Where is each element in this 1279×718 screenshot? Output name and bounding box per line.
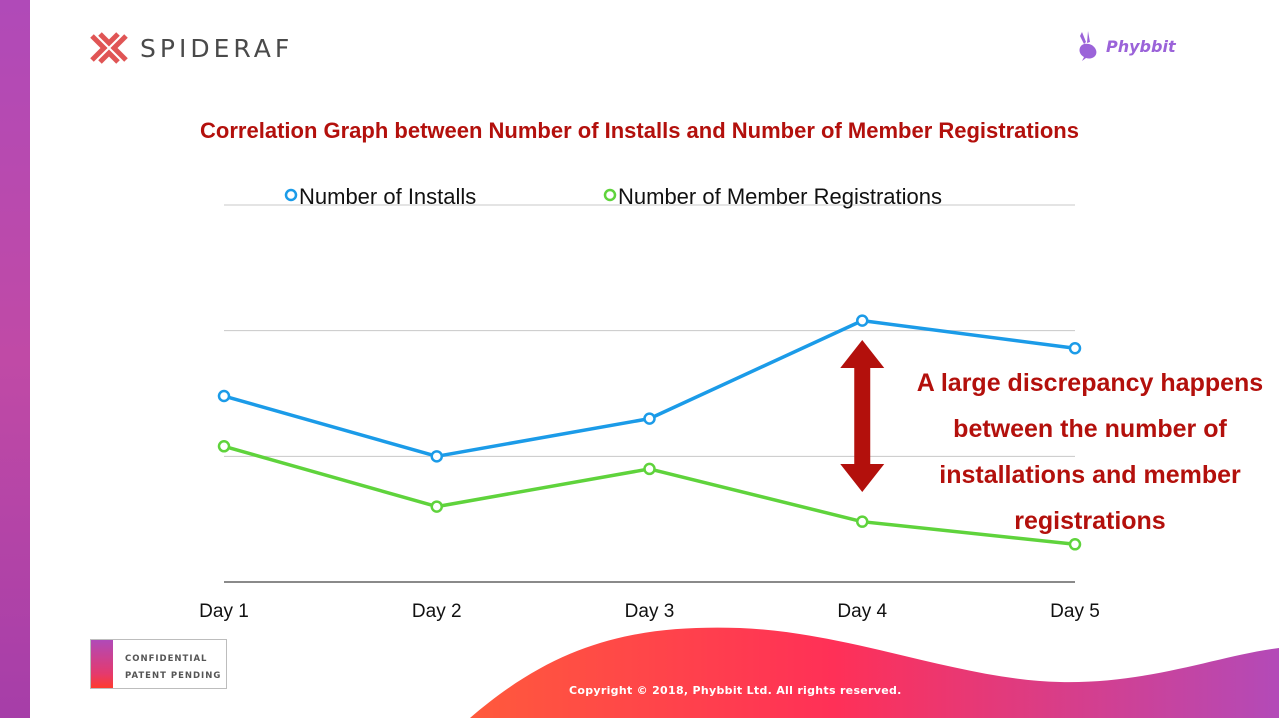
confidential-label: CONFIDENTIAL <box>125 654 208 664</box>
discrepancy-arrow <box>840 340 885 492</box>
series-2-point-3 <box>643 462 656 476</box>
discrepancy-annotation: A large discrepancy happens between the … <box>900 360 1279 544</box>
series-1-point-2 <box>430 450 443 463</box>
series-1-point-3 <box>643 412 656 425</box>
x-tick-label-1: Day 1 <box>199 601 249 622</box>
series-2-point-5 <box>1068 538 1082 551</box>
confidential-badge-bar <box>91 640 113 688</box>
x-tick-label-3: Day 3 <box>625 601 675 622</box>
phybbit-logo-text: Phybbit <box>1106 36 1176 56</box>
series-2-point-2 <box>430 500 443 513</box>
spideraf-logo: SPIDERAF <box>88 30 293 66</box>
chart-title: Correlation Graph between Number of Inst… <box>200 118 1079 143</box>
annotation-line-4: registrations <box>1014 507 1166 535</box>
patent-pending-label: PATENT PENDING <box>125 671 222 681</box>
series-1-point-5 <box>1068 342 1082 355</box>
phybbit-rabbit-icon <box>1079 31 1097 61</box>
legend-label-1: Number of Installs <box>299 184 476 209</box>
annotation-line-1: A large discrepancy happens <box>916 369 1264 397</box>
left-accent-stripe <box>0 0 30 718</box>
series-2-point-1 <box>217 440 231 453</box>
copyright-text: Copyright © 2018, Phybbit Ltd. All right… <box>569 684 902 697</box>
x-tick-label-5: Day 5 <box>1050 601 1100 622</box>
legend-label-2: Number of Member Registrations <box>618 184 942 209</box>
legend-marker-1 <box>284 188 298 202</box>
series-2-point-4 <box>856 515 869 528</box>
x-tick-label-4: Day 4 <box>837 601 887 622</box>
spideraf-logo-text: SPIDERAF <box>140 33 294 63</box>
series-1-point-4 <box>856 314 869 327</box>
phybbit-logo: Phybbit <box>1074 30 1176 62</box>
legend-marker-2 <box>603 188 617 202</box>
confidential-badge: CONFIDENTIAL PATENT PENDING <box>90 639 227 689</box>
spideraf-mark-icon <box>90 32 128 64</box>
series-1-point-1 <box>217 389 231 403</box>
x-tick-label-2: Day 2 <box>412 601 462 622</box>
annotation-line-2: between the number of <box>953 415 1227 443</box>
annotation-line-3: installations and member <box>939 461 1241 489</box>
